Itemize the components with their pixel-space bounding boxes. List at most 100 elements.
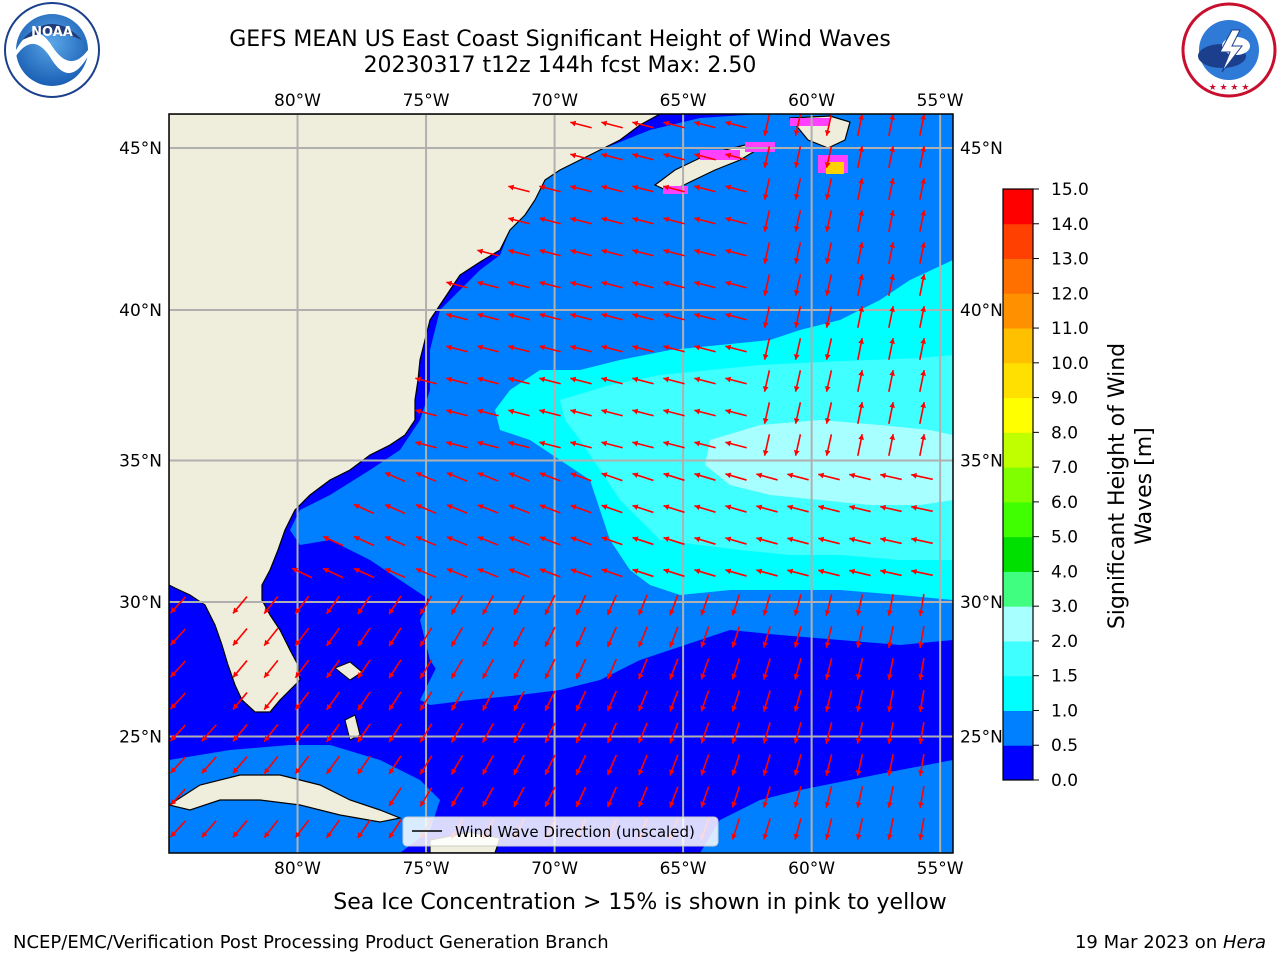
colorbar-tick-label: 1.5 <box>1051 667 1078 687</box>
wind-wave-arrow <box>322 535 344 547</box>
wind-wave-arrow <box>919 306 926 328</box>
wind-wave-arrow <box>450 723 464 743</box>
wind-wave-arrow <box>606 626 618 648</box>
wind-wave-arrow <box>601 184 623 193</box>
wind-wave-arrow <box>762 690 771 712</box>
wind-wave-arrow <box>606 722 618 744</box>
wind-wave-arrow <box>888 242 895 264</box>
wind-wave-arrow <box>539 568 561 578</box>
lon-label-top: 70°W <box>531 91 578 111</box>
wind-wave-arrow <box>388 595 402 615</box>
colorbar-tick-label: 9.0 <box>1051 389 1078 409</box>
map-frame <box>168 113 954 854</box>
colorbar-segment <box>1003 710 1033 746</box>
wind-wave-arrow <box>477 376 499 385</box>
wind-wave-arrow <box>632 280 654 289</box>
wind-wave-arrow <box>731 722 741 744</box>
colorbar-tick-label: 14.0 <box>1051 215 1089 235</box>
wind-wave-arrow <box>824 338 833 360</box>
wind-wave-arrow <box>725 440 747 449</box>
wind-wave-arrow <box>169 724 187 742</box>
wind-wave-arrow <box>263 755 279 775</box>
wind-wave-arrow <box>232 756 248 774</box>
wind-wave-arrow <box>725 152 747 161</box>
wind-wave-arrow <box>544 658 556 680</box>
wind-wave-arrow <box>325 595 341 615</box>
wind-wave-arrow <box>725 120 747 129</box>
wind-wave-arrow <box>857 178 864 200</box>
wind-wave-arrow <box>919 434 926 456</box>
wind-wave-arrow <box>539 216 561 225</box>
wind-wave-arrow <box>601 216 623 225</box>
wind-wave-arrow <box>606 658 618 680</box>
colorbar-frame <box>1002 188 1034 781</box>
wind-wave-arrow <box>632 184 654 193</box>
wind-wave-arrow <box>325 691 341 711</box>
wind-wave-arrow <box>446 568 468 578</box>
footer-date: 19 Mar 2023 on Hera <box>1075 932 1266 953</box>
wind-wave-arrow <box>663 472 685 482</box>
wind-wave-arrow <box>450 755 464 775</box>
wind-wave-arrow <box>357 723 371 743</box>
wind-wave-arrow <box>450 595 464 615</box>
lat-label-left: 25°N <box>119 728 162 748</box>
wind-wave-arrow <box>855 754 864 776</box>
wind-wave-arrow <box>201 756 217 774</box>
wind-wave-arrow <box>544 626 556 648</box>
wind-wave-arrow <box>570 216 592 225</box>
wind-wave-arrow <box>824 114 833 136</box>
wind-wave-arrow <box>919 402 926 424</box>
lat-label-left: 35°N <box>119 451 162 471</box>
lon-label-top: 65°W <box>660 91 707 111</box>
wind-wave-arrow <box>663 344 685 353</box>
lon-label-bottom: 55°W <box>917 859 964 879</box>
wind-wave-arrow <box>294 691 310 711</box>
wind-wave-arrow <box>263 723 279 743</box>
wind-wave-arrow <box>725 408 747 417</box>
wind-wave-arrow <box>787 536 809 545</box>
wind-wave-arrow <box>570 568 592 578</box>
footer-host: Hera <box>1222 932 1266 953</box>
wind-wave-arrow <box>415 408 437 417</box>
wind-wave-arrow <box>731 594 741 616</box>
wind-wave-arrow <box>855 818 864 840</box>
wind-wave-arrow <box>508 472 530 482</box>
wind-wave-arrow <box>263 819 279 839</box>
wind-wave-arrow <box>731 658 741 680</box>
wind-wave-arrow <box>446 536 468 546</box>
wind-wave-arrow <box>762 370 771 392</box>
wind-wave-arrow <box>477 248 499 257</box>
wind-wave-arrow <box>857 274 864 296</box>
colorbar-segment <box>1003 675 1033 711</box>
wind-wave-arrow <box>731 754 741 776</box>
wind-wave-arrow <box>570 440 592 449</box>
footer-date-text: 19 Mar 2023 on <box>1074 932 1223 953</box>
wind-wave-arrow <box>570 536 592 546</box>
wind-wave-arrow <box>888 370 895 392</box>
wind-wave-arrow <box>918 658 925 680</box>
wind-wave-arrow <box>731 626 741 648</box>
wind-wave-arrow <box>632 568 654 578</box>
wind-wave-arrow <box>481 754 495 776</box>
wind-wave-arrow <box>632 440 654 449</box>
wind-wave-arrow <box>415 535 437 547</box>
wind-wave-arrow <box>544 722 556 744</box>
wind-wave-arrow <box>570 184 592 193</box>
wind-wave-arrow <box>539 536 561 546</box>
wind-wave-arrow <box>824 274 833 296</box>
wind-wave-arrow <box>694 376 716 385</box>
wind-wave-arrow <box>419 787 433 807</box>
wind-wave-arrow <box>793 658 802 680</box>
wind-wave-arrow <box>601 344 623 353</box>
wind-wave-arrow <box>539 408 561 417</box>
wind-wave-arrow <box>919 146 926 168</box>
wind-wave-arrow <box>725 504 747 513</box>
colorbar-tick-label: 7.0 <box>1051 458 1078 478</box>
wind-wave-arrow <box>539 472 561 482</box>
colorbar-tick-label: 10.0 <box>1051 354 1089 374</box>
wind-wave-arrow <box>508 440 530 449</box>
wind-wave-arrow <box>169 596 187 614</box>
wind-wave-arrow <box>601 408 623 417</box>
wind-wave-arrow <box>887 594 894 616</box>
wind-wave-arrow <box>477 568 499 578</box>
